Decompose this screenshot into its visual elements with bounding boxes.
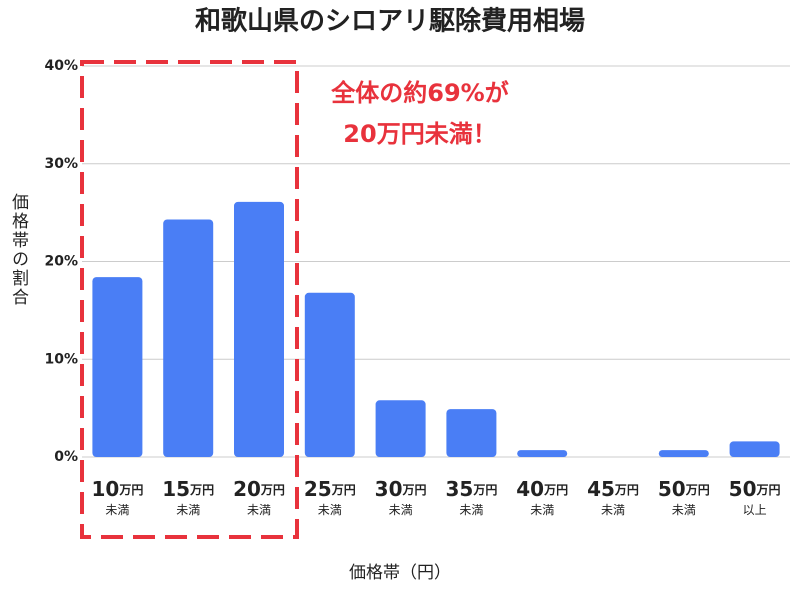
x-tick-label: 50万円未満 — [658, 477, 710, 517]
y-tick-label: 30% — [44, 156, 78, 172]
annotation: 全体の約69%が — [330, 79, 508, 107]
y-tick-label: 10% — [44, 351, 78, 367]
bar — [163, 219, 214, 457]
bar — [234, 201, 284, 457]
y-tick-label: 40% — [44, 58, 78, 74]
bar — [517, 450, 568, 457]
annotation: 20万円未満！ — [343, 120, 496, 148]
x-tick-label: 10万円未満 — [91, 477, 143, 517]
x-tick-label: 25万円未満 — [304, 477, 356, 517]
x-tick-label: 15万円未満 — [162, 477, 214, 517]
bar — [446, 409, 497, 457]
y-tick-label: 20% — [44, 254, 78, 270]
x-tick-label: 35万円未満 — [445, 477, 497, 517]
x-tick-label: 50万円以上 — [729, 477, 781, 517]
bar — [375, 400, 426, 457]
x-tick-label: 30万円未満 — [375, 477, 427, 517]
bar — [304, 292, 355, 457]
x-axis-label: 価格帯（円） — [349, 563, 451, 583]
x-tick-label: 20万円未満 — [233, 477, 285, 517]
x-tick-label: 40万円未満 — [516, 477, 568, 517]
x-tick-label: 45万円未満 — [587, 477, 639, 517]
y-axis-label: 価格帯の割合 — [8, 193, 29, 307]
bar — [729, 441, 780, 457]
bar — [92, 277, 143, 457]
chart-title: 和歌山県のシロアリ駆除費用相場 — [195, 6, 585, 37]
y-tick-label: 0% — [54, 449, 78, 465]
bar — [658, 450, 709, 457]
highlight-box — [80, 60, 299, 539]
